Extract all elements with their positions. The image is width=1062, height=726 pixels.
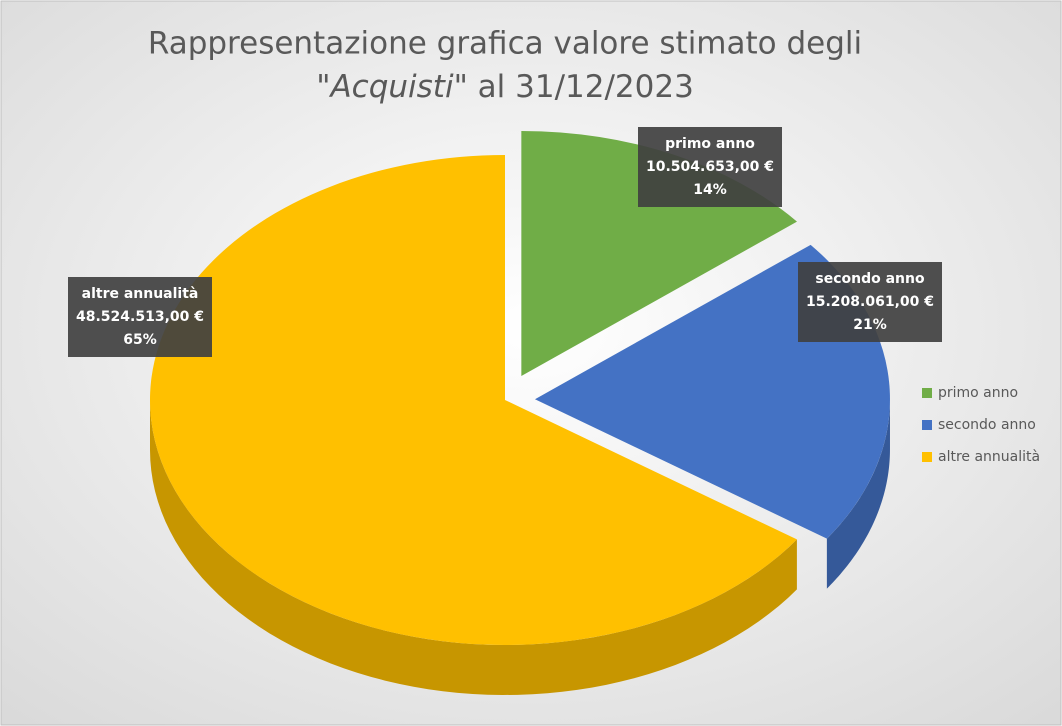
data-label-box bbox=[68, 277, 212, 357]
data-label-text: 14% bbox=[693, 182, 727, 198]
data-label-box bbox=[798, 262, 942, 342]
data-label: altre annualità 48.524.513,00 € 65% bbox=[68, 277, 212, 357]
title-part: Acquisti bbox=[328, 69, 453, 105]
data-label-text: 65% bbox=[123, 332, 157, 348]
title-part: " bbox=[316, 69, 330, 105]
data-label-text: 10.504.653,00 € bbox=[646, 159, 774, 175]
data-label-text: altre annualità bbox=[82, 286, 199, 302]
slice-side bbox=[150, 400, 797, 695]
legend-label: altre annualità bbox=[938, 449, 1040, 465]
data-label-text: primo anno bbox=[665, 136, 755, 152]
chart-title: Rappresentazione grafica valore stimato … bbox=[148, 26, 862, 62]
slice bbox=[149, 155, 797, 645]
data-label-text: 21% bbox=[853, 317, 887, 333]
data-label-box bbox=[638, 127, 782, 207]
legend-label: secondo anno bbox=[938, 417, 1036, 433]
data-label-text: 15.208.061,00 € bbox=[806, 294, 934, 310]
slice-side bbox=[826, 399, 890, 589]
legend-swatch bbox=[922, 388, 932, 398]
data-label-text: 48.524.513,00 € bbox=[76, 309, 204, 325]
legend-swatch bbox=[922, 452, 932, 462]
data-label: primo anno 10.504.653,00 € 14% bbox=[638, 127, 782, 207]
legend-label: primo anno bbox=[938, 385, 1018, 401]
legend-swatch bbox=[922, 420, 932, 430]
data-label-text: secondo anno bbox=[815, 271, 925, 287]
data-label: secondo anno 15.208.061,00 € 21% bbox=[798, 262, 942, 342]
title-part: " al 31/12/2023 bbox=[454, 69, 694, 105]
chart-title: "Acquisti" al 31/12/2023 bbox=[316, 69, 694, 105]
